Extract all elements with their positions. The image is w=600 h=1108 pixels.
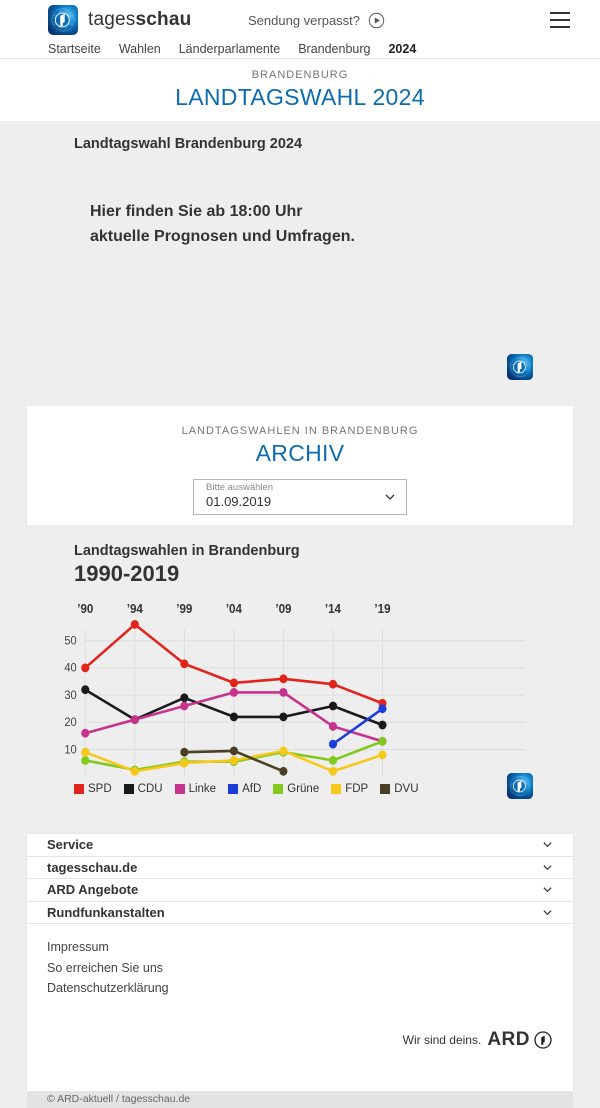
svg-text:’94: ’94 bbox=[127, 602, 143, 617]
svg-text:30: 30 bbox=[64, 690, 76, 702]
svg-text:40: 40 bbox=[64, 662, 76, 674]
svg-text:’99: ’99 bbox=[176, 602, 192, 617]
svg-text:’09: ’09 bbox=[275, 602, 291, 617]
svg-text:10: 10 bbox=[64, 744, 76, 756]
svg-text:20: 20 bbox=[64, 717, 76, 729]
svg-text:’04: ’04 bbox=[226, 602, 242, 617]
svg-text:’14: ’14 bbox=[325, 602, 341, 617]
svg-text:’19: ’19 bbox=[374, 602, 390, 617]
svg-text:’90: ’90 bbox=[77, 602, 93, 617]
svg-text:50: 50 bbox=[64, 635, 76, 647]
